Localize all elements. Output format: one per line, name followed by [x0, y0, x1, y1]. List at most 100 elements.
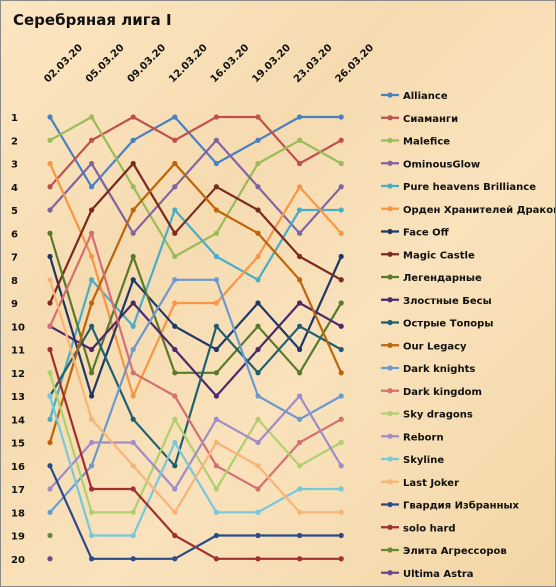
- data-point: [172, 230, 178, 236]
- data-point: [172, 416, 178, 422]
- data-point: [297, 509, 303, 515]
- data-point: [338, 370, 344, 376]
- legend-label: Элита Агрессоров: [403, 546, 507, 557]
- data-point: [47, 416, 53, 422]
- legend-label: Face Off: [403, 228, 450, 239]
- legend-label: Злостные Бесы: [403, 296, 492, 307]
- legend-label: Ultima Astra: [403, 569, 474, 580]
- series-group: [47, 114, 344, 190]
- data-point: [130, 160, 136, 167]
- legend-marker: [387, 547, 393, 553]
- data-point: [297, 277, 303, 283]
- legend-label: OminousGlow: [403, 159, 480, 170]
- data-point: [89, 160, 95, 167]
- legend-marker: [387, 228, 393, 235]
- data-point: [255, 509, 261, 515]
- series-line: [48, 115, 343, 188]
- data-point: [213, 556, 219, 562]
- data-point: [338, 323, 344, 329]
- data-point: [130, 253, 136, 260]
- series-group: [47, 277, 344, 515]
- series-group: [47, 160, 344, 306]
- series-group: [47, 230, 344, 492]
- x-tick-label: 12.03.20: [167, 42, 210, 85]
- data-point: [213, 416, 219, 422]
- y-tick-label: 5: [11, 206, 18, 217]
- data-point: [89, 207, 95, 213]
- legend-marker: [387, 342, 393, 348]
- legend-label: solo hard: [403, 523, 456, 534]
- data-point: [172, 370, 178, 376]
- y-tick-label: 18: [11, 508, 25, 519]
- legend-label: Sky dragons: [403, 410, 473, 421]
- series-group: [47, 160, 344, 399]
- data-point: [172, 556, 178, 562]
- data-point: [89, 114, 95, 120]
- data-point: [47, 207, 53, 213]
- legend-label: Skyline: [403, 455, 444, 466]
- data-point: [338, 439, 344, 446]
- data-point: [297, 463, 303, 469]
- x-tick-label: 05.03.20: [84, 42, 127, 85]
- data-point: [297, 416, 303, 422]
- legend-marker: [387, 410, 393, 417]
- data-point: [130, 277, 136, 283]
- series-group: [47, 114, 344, 260]
- data-point: [213, 207, 219, 213]
- data-point: [89, 300, 95, 306]
- data-point: [47, 393, 53, 399]
- data-point: [255, 160, 261, 167]
- legend-marker: [387, 115, 393, 121]
- data-point: [172, 207, 178, 213]
- data-point: [297, 346, 303, 353]
- data-point: [255, 556, 261, 562]
- data-point: [338, 230, 344, 236]
- x-tick-label: 16.03.20: [209, 42, 252, 85]
- data-point: [338, 486, 344, 492]
- data-point: [130, 114, 136, 120]
- data-point: [130, 486, 136, 492]
- data-point: [297, 230, 303, 236]
- data-point: [213, 300, 219, 306]
- data-point: [89, 346, 95, 353]
- data-point: [338, 556, 344, 562]
- data-point: [255, 184, 261, 190]
- data-point: [338, 160, 344, 167]
- data-point: [297, 323, 303, 329]
- data-point: [130, 346, 136, 353]
- data-point: [47, 300, 53, 306]
- x-tick-label: 26.03.20: [334, 42, 377, 85]
- data-point: [297, 114, 303, 120]
- data-point: [89, 416, 95, 422]
- legend-marker: [387, 274, 393, 280]
- data-point: [213, 253, 219, 260]
- data-point: [47, 509, 53, 515]
- legend-label: Острые Топоры: [403, 319, 493, 330]
- legend-marker: [387, 479, 393, 485]
- data-point: [47, 439, 53, 446]
- series-line: [48, 162, 343, 444]
- data-point: [47, 532, 53, 539]
- data-point: [172, 137, 178, 143]
- data-point: [130, 323, 136, 329]
- series-group: [47, 137, 344, 236]
- legend-label: Alliance: [403, 91, 448, 102]
- series-group: [47, 346, 344, 562]
- data-point: [47, 184, 53, 190]
- data-point: [47, 346, 53, 353]
- data-point: [297, 439, 303, 446]
- data-point: [255, 393, 261, 399]
- data-point: [338, 277, 344, 283]
- data-point: [213, 509, 219, 515]
- data-point: [89, 486, 95, 492]
- y-tick-label: 12: [11, 369, 25, 380]
- data-point: [338, 416, 344, 422]
- x-tick-label: 19.03.20: [250, 42, 293, 85]
- series-group: [47, 323, 344, 469]
- y-tick-label: 7: [11, 253, 18, 264]
- data-point: [255, 137, 261, 143]
- legend-label: Reborn: [403, 432, 444, 443]
- data-point: [297, 160, 303, 167]
- legend-marker: [387, 365, 393, 371]
- data-point: [213, 184, 219, 190]
